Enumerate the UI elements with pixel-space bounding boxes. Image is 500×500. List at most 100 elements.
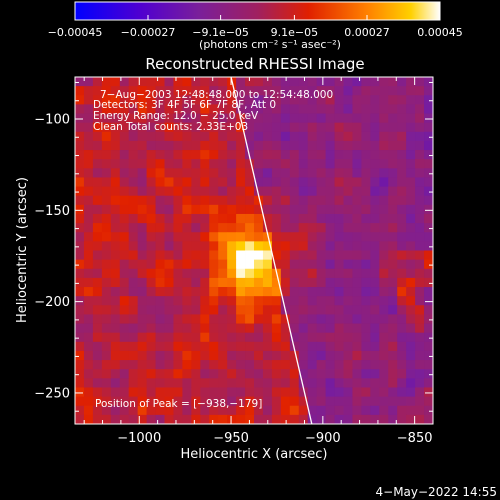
heatmap-cell [280,77,291,87]
heatmap-cell [289,168,300,178]
heatmap-cell [173,405,183,416]
heatmap-cell [379,378,389,388]
heatmap-cell [146,213,156,224]
heatmap-cell [75,396,85,407]
heatmap-cell [128,223,139,233]
heatmap-cell [218,204,228,215]
heatmap-cell [352,277,362,288]
heatmap-cell [254,305,264,315]
heatmap-cell [146,168,156,178]
heatmap-cell [155,122,165,133]
heatmap-cell [227,86,237,96]
heatmap-cell [191,204,201,215]
heatmap-cell [343,195,353,206]
heatmap-cell [298,332,309,343]
heatmap-cell [262,305,273,315]
heatmap-cell [101,223,112,233]
heatmap-cell [110,140,121,151]
heatmap-cell [209,168,219,178]
heatmap-cell [83,341,94,352]
heatmap-cell [83,232,94,242]
heatmap-cell [424,131,433,142]
heatmap-cell [182,396,192,407]
heatmap-cell [110,360,121,370]
heatmap-cell [298,241,309,251]
heatmap-cell [92,396,103,407]
heatmap-cell [182,186,192,197]
heatmap-cell [128,150,139,160]
heatmap-cell [361,232,371,242]
heatmap-cell [200,159,210,169]
heatmap-cell [415,350,425,361]
heatmap-cell [200,168,210,178]
heatmap-cell [289,131,300,142]
heatmap-cell [254,405,264,416]
heatmap-cell [92,95,103,105]
heatmap-cell [370,241,380,251]
heatmap-cell [200,314,210,324]
heatmap-cell [75,405,85,416]
heatmap-cell [343,323,353,334]
heatmap-cell [289,369,300,379]
heatmap-cell [218,378,228,388]
heatmap-cell [92,369,103,379]
heatmap-cell [164,341,174,352]
heatmap-cell [218,122,228,133]
heatmap-cell [361,369,371,379]
heatmap-cell [370,232,380,242]
heatmap-cell [83,204,94,215]
heatmap-cell [75,332,85,343]
heatmap-cell [75,241,85,251]
heatmap-cell [388,150,398,160]
x-tick-label: −900 [305,431,341,446]
heatmap-cell [388,113,398,124]
heatmap-cell [110,177,121,187]
heatmap-cell [119,350,130,361]
heatmap-cell [370,168,380,178]
heatmap-cell [325,95,335,105]
heatmap-cell [137,131,147,142]
heatmap-cell [173,287,183,297]
heatmap-cell [289,232,300,242]
heatmap-cell [343,305,353,315]
heatmap-cell [397,104,407,114]
heatmap-cell [271,104,282,114]
heatmap-cell [191,122,201,133]
heatmap-cell [209,159,219,169]
heatmap-cell [388,378,398,388]
heatmap-cell [110,159,121,169]
heatmap-cell [200,204,210,215]
heatmap-cell [75,140,85,151]
heatmap-cell [218,314,228,324]
heatmap-cell [146,405,156,416]
heatmap-cell [325,387,335,397]
heatmap-cell [173,213,183,224]
heatmap-cell [334,378,344,388]
heatmap-cell [379,95,389,105]
heatmap-cell [245,113,255,124]
heatmap-cell [182,387,192,397]
heatmap-cell [424,104,433,114]
heatmap-cell [110,150,121,160]
y-tick-label: −150 [34,204,70,219]
heatmap-cell [75,95,85,105]
heatmap-cell [424,86,433,96]
heatmap-cell [424,414,433,424]
heatmap-cell [191,323,201,334]
heatmap-cell [262,296,273,306]
heatmap-cell [92,268,103,279]
heatmap-cell [164,332,174,343]
heatmap-cell [280,360,291,370]
heatmap-cell [352,305,362,315]
heatmap-cell [280,323,291,334]
heatmap-cell [191,131,201,142]
heatmap-cell [155,378,165,388]
heatmap-cell [119,296,130,306]
heatmap-cell [155,332,165,343]
heatmap-cell [200,296,210,306]
heatmap-cell [209,387,219,397]
heatmap-cell [388,305,398,315]
heatmap-cell [298,223,309,233]
heatmap-cell [397,195,407,206]
heatmap-cell [424,77,433,87]
